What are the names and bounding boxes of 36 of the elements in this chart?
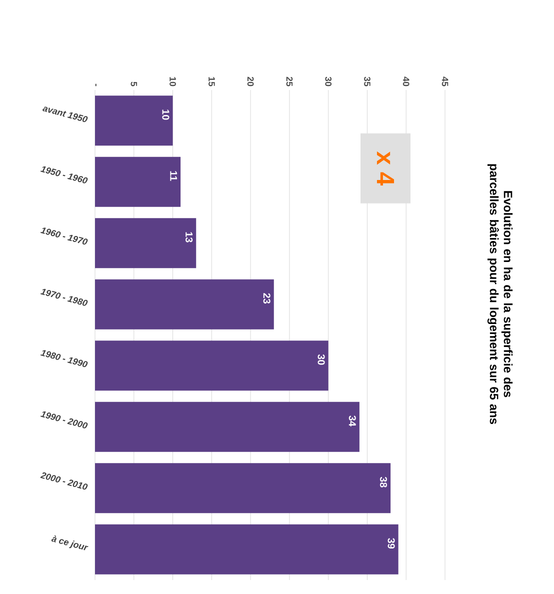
y-tick-label: 2000 - 2010 bbox=[40, 472, 88, 490]
data-label: 11 bbox=[170, 171, 178, 181]
bar bbox=[95, 156, 181, 207]
bar bbox=[95, 96, 173, 146]
bar bbox=[95, 340, 328, 391]
data-label: 38 bbox=[380, 476, 388, 488]
x-tick-label: 40 bbox=[402, 76, 410, 86]
x-tick-label: 30 bbox=[325, 76, 332, 86]
bar bbox=[95, 218, 196, 268]
bar bbox=[95, 279, 274, 330]
x-tick-label: 5 bbox=[130, 82, 138, 86]
y-tick-label: 1960 - 1970 bbox=[40, 228, 88, 245]
y-tick-label: 1980 - 1990 bbox=[40, 350, 88, 368]
data-label: 10 bbox=[162, 110, 170, 120]
data-label: 13 bbox=[186, 232, 193, 242]
data-label: 23 bbox=[263, 293, 270, 304]
x-tick-label: 35 bbox=[364, 76, 370, 86]
y-tick-label: 1990 - 2000 bbox=[40, 411, 88, 428]
text: Evolution en ha de la superficie des parcelles bâties pour du logement sur 65 ans bbox=[487, 164, 513, 424]
data-label: 39 bbox=[388, 538, 395, 549]
x-tick-label: 20 bbox=[247, 76, 254, 86]
bar bbox=[95, 524, 398, 574]
y-tick-label: avant 1950 bbox=[42, 106, 88, 122]
annotation: x 4 bbox=[376, 151, 394, 186]
x-tick-label: - bbox=[95, 84, 96, 86]
data-label: 34 bbox=[348, 416, 356, 426]
bar bbox=[95, 463, 391, 514]
x-tick-label: 10 bbox=[170, 77, 176, 86]
x-tick-label: 25 bbox=[286, 76, 293, 86]
x-tick-label: 45 bbox=[442, 76, 448, 86]
bar bbox=[95, 402, 360, 452]
y-tick-label: 1950 - 1960 bbox=[40, 166, 88, 184]
y-tick-label: 1970 - 1980 bbox=[40, 288, 88, 306]
y-tick-label: à ce jour bbox=[51, 535, 88, 550]
data-label: 30 bbox=[318, 354, 325, 365]
x-tick-label: 15 bbox=[208, 77, 215, 86]
